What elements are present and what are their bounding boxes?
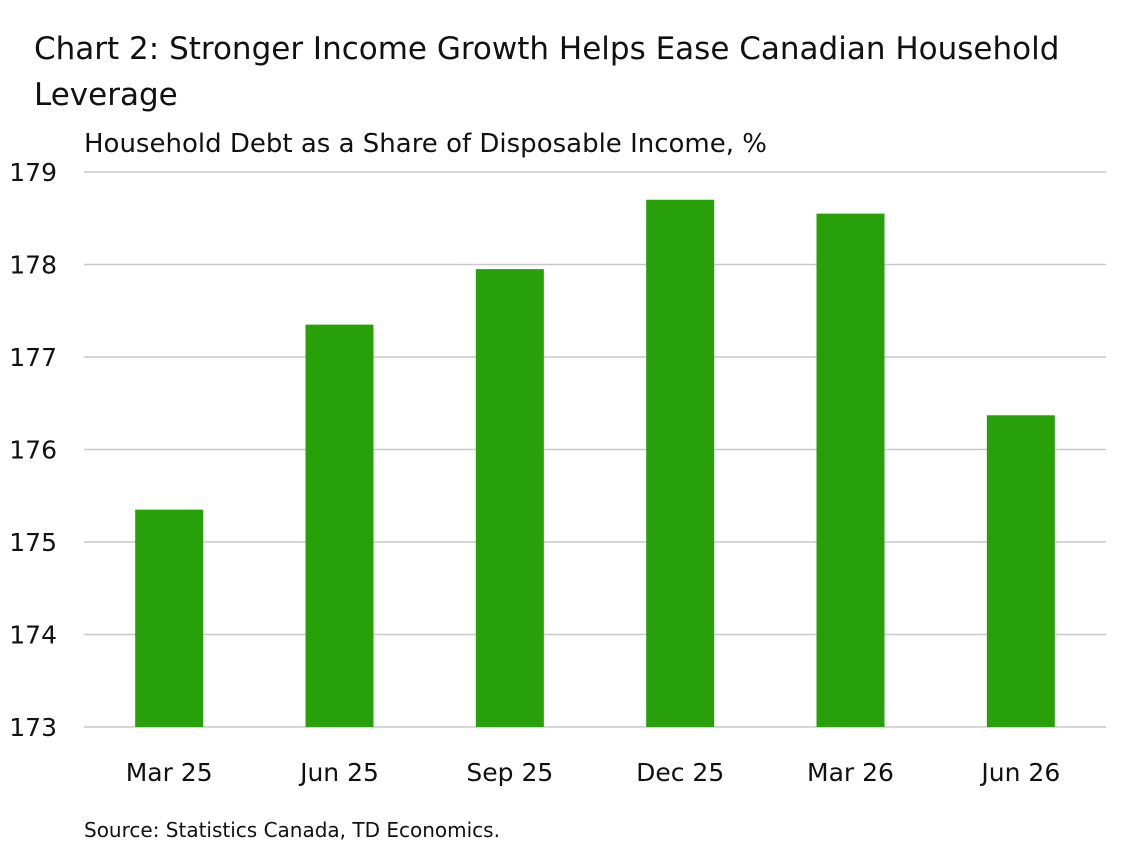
- y-tick-label: 177: [9, 343, 57, 372]
- y-tick-label: 174: [9, 621, 57, 650]
- bar-mar-25: [135, 509, 204, 727]
- chart-subtitle: Household Debt as a Share of Disposable …: [84, 129, 767, 159]
- y-tick-label: 179: [9, 158, 57, 187]
- y-tick-label: 175: [9, 528, 57, 557]
- gridlines: [84, 171, 1106, 728]
- source-note: Source: Statistics Canada, TD Economics.: [84, 818, 500, 842]
- bar-jun-26: [986, 415, 1055, 727]
- x-axis-ticks: Mar 25 Jun 25 Sep 25 Dec 25 Mar 26 Jun 26: [126, 758, 1061, 787]
- bar-sep-25: [475, 269, 544, 727]
- x-tick-label: Sep 25: [466, 758, 553, 787]
- chart-title: Chart 2: Stronger Income Growth Helps Ea…: [34, 31, 1060, 113]
- y-tick-label: 176: [9, 436, 57, 465]
- x-tick-label: Mar 25: [126, 758, 213, 787]
- bar-mar-26: [816, 213, 885, 727]
- y-tick-label: 173: [9, 713, 57, 742]
- x-tick-label: Dec 25: [636, 758, 724, 787]
- x-tick-label: Jun 25: [298, 758, 379, 787]
- x-tick-label: Mar 26: [807, 758, 894, 787]
- bar-jun-25: [305, 324, 374, 727]
- x-tick-label: Jun 26: [979, 758, 1060, 787]
- bars: [135, 199, 1055, 727]
- bar-dec-25: [646, 199, 715, 727]
- y-axis-ticks: 173 174 175 176 177 178 179: [9, 158, 57, 742]
- y-tick-label: 178: [9, 251, 57, 280]
